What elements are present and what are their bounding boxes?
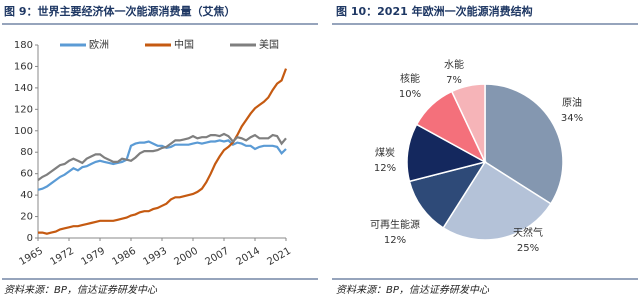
y-tick-label: 180: [14, 40, 33, 51]
slice-value: 25%: [517, 243, 539, 254]
y-tick-label: 80: [20, 147, 33, 158]
series-line: [37, 132, 287, 181]
x-tick-label: 2014: [234, 246, 262, 268]
x-tick-label: 2000: [172, 246, 200, 268]
slice-value: 10%: [399, 89, 421, 100]
x-tick-label: 1972: [48, 246, 76, 268]
slice-name: 天然气: [513, 226, 543, 239]
chart-title: 图 9：世界主要经济体一次能源消费量（艾焦）: [4, 4, 235, 18]
slice-name: 煤炭: [375, 146, 395, 159]
series-line: [37, 139, 287, 191]
slice-value: 7%: [446, 75, 462, 86]
series-line: [38, 68, 288, 235]
y-tick-label: 120: [14, 104, 33, 115]
x-tick-label: 2007: [203, 246, 231, 268]
x-tick-label: 1986: [110, 246, 138, 268]
source: 资料来源：BP，信达证券研发中心: [4, 284, 158, 296]
slice-name: 水能: [444, 58, 464, 71]
y-tick-label: 60: [20, 169, 33, 180]
x-tick-label: 2021: [265, 246, 293, 268]
chart-title: 图 10：2021 年欧洲一次能源消费结构: [336, 4, 533, 18]
legend-label: 美国: [259, 38, 279, 51]
slice-value: 34%: [561, 113, 583, 124]
pie-slice: [442, 160, 552, 241]
pie-slice: [450, 83, 486, 163]
y-tick-label: 40: [20, 190, 33, 201]
slice-name: 可再生能源: [370, 218, 420, 231]
legend-label: 中国: [174, 38, 194, 51]
x-tick-label: 1979: [79, 246, 107, 268]
source: 资料来源：BP，信达证券研发中心: [336, 284, 490, 296]
legend-label: 欧洲: [89, 39, 109, 51]
y-tick-label: 160: [14, 61, 33, 72]
slice-value: 12%: [384, 235, 406, 246]
slice-value: 12%: [374, 163, 396, 174]
slice-name: 原油: [562, 96, 582, 109]
slice-name: 核能: [400, 72, 420, 85]
y-tick-label: 20: [20, 212, 33, 223]
y-tick-label: 140: [14, 83, 33, 94]
y-tick-label: 100: [14, 126, 33, 137]
x-tick-label: 1993: [141, 246, 169, 268]
x-tick-label: 1965: [17, 246, 45, 268]
y-tick-label: 0: [27, 233, 33, 244]
